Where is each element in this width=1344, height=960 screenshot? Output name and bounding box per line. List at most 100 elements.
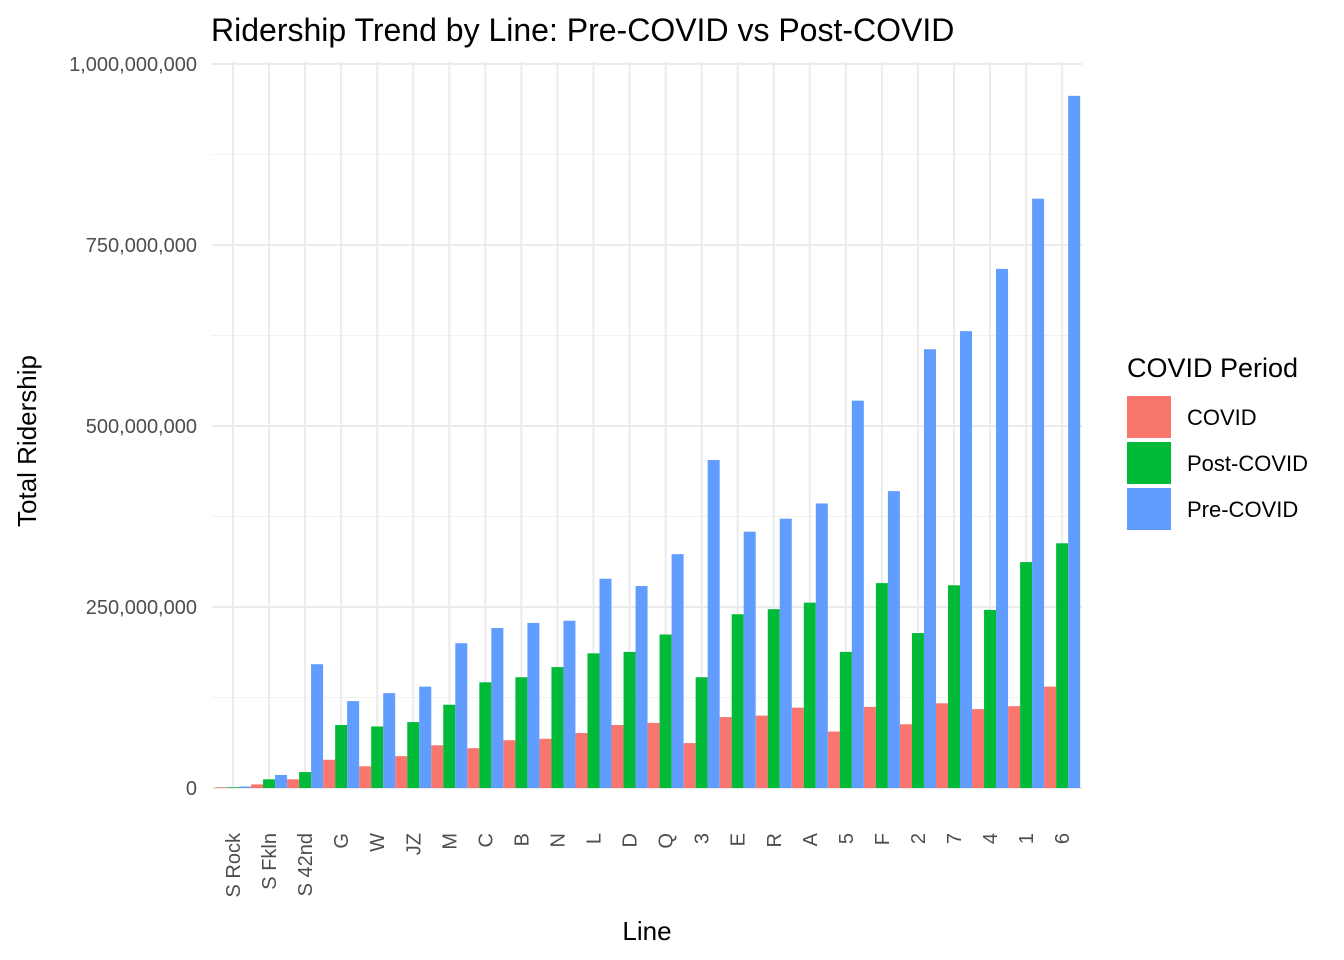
legend-label: COVID	[1187, 405, 1257, 430]
legend-key	[1127, 442, 1171, 484]
bar	[239, 786, 251, 788]
x-tick-label: L	[584, 833, 606, 844]
x-tick-label: C	[475, 833, 497, 847]
x-tick-label: 4	[980, 833, 1002, 844]
bar	[863, 706, 876, 788]
bar	[479, 682, 492, 788]
bar	[767, 609, 780, 788]
bar	[875, 583, 888, 788]
x-tick-label: 7	[944, 833, 966, 844]
bar	[1032, 198, 1045, 788]
bar	[371, 726, 384, 788]
bar	[996, 268, 1009, 789]
bar	[215, 787, 227, 788]
x-tick-label: E	[728, 833, 750, 846]
legend-label: Post-COVID	[1187, 451, 1308, 476]
bar	[984, 609, 997, 788]
x-tick-label: S Fkln	[259, 833, 281, 890]
bar	[527, 622, 540, 788]
x-tick-label: D	[620, 833, 642, 847]
bar	[383, 693, 396, 788]
bar	[899, 724, 912, 788]
bar	[683, 743, 696, 788]
x-tick-label: W	[367, 833, 389, 852]
legend-title: COVID Period	[1127, 353, 1298, 383]
x-tick-label: B	[511, 833, 533, 846]
y-tick-label: 0	[186, 778, 197, 800]
x-axis-label: Line	[622, 916, 671, 946]
bar	[359, 766, 372, 788]
bar	[1044, 686, 1057, 788]
bar	[587, 653, 600, 788]
bar	[443, 704, 456, 788]
bar	[815, 503, 828, 788]
legend: COVID Period COVID Post-COVID Pre-COVID	[1127, 353, 1308, 530]
x-tick-label: F	[872, 833, 894, 845]
bar	[311, 664, 324, 788]
bar	[335, 725, 348, 788]
bar	[1008, 706, 1021, 788]
bar	[647, 722, 660, 788]
bar	[948, 585, 960, 788]
bar	[539, 738, 552, 788]
bar	[960, 331, 972, 788]
x-tick-label: 6	[1052, 833, 1074, 844]
legend-label: Pre-COVID	[1187, 497, 1298, 522]
bar	[491, 627, 504, 788]
bar	[431, 745, 444, 788]
x-tick-label: N	[547, 833, 569, 847]
bar	[923, 349, 936, 788]
x-tick-label: Q	[656, 833, 678, 849]
bar	[839, 651, 852, 788]
bar	[755, 715, 768, 788]
legend-key	[1127, 396, 1171, 438]
bar	[719, 717, 732, 788]
bar	[407, 722, 420, 788]
bar	[659, 634, 672, 788]
x-tick-label: G	[331, 833, 353, 849]
bar	[911, 633, 924, 788]
bar	[1020, 562, 1033, 788]
bar	[611, 725, 624, 788]
chart-title: Ridership Trend by Line: Pre-COVID vs Po…	[211, 12, 954, 48]
bar	[251, 784, 264, 788]
bar	[563, 620, 576, 788]
x-axis-ticks: S Rock S Fkln S 42nd G W JZ M C B N L D Q 3 E R A 5 F 2 7 4 1 6	[223, 832, 1074, 897]
bar	[827, 731, 840, 788]
x-tick-label: M	[439, 833, 461, 850]
bar	[635, 586, 648, 788]
bar	[551, 667, 564, 788]
bar	[1068, 95, 1081, 788]
x-tick-label: 5	[836, 833, 858, 844]
bar	[707, 460, 720, 788]
bar	[851, 400, 864, 788]
bar	[1056, 543, 1069, 788]
bar	[287, 779, 300, 788]
x-tick-label: 1	[1016, 833, 1038, 844]
bars	[215, 95, 1081, 789]
bar	[503, 740, 516, 788]
bar	[599, 578, 612, 788]
bar	[347, 701, 360, 788]
bar	[936, 703, 948, 788]
bar	[695, 677, 708, 788]
x-tick-label: S 42nd	[295, 833, 317, 896]
bar	[803, 602, 816, 788]
x-tick-label: R	[764, 833, 786, 847]
x-tick-label: A	[800, 832, 822, 846]
bar	[263, 779, 276, 788]
bar	[227, 787, 239, 788]
bar	[887, 491, 900, 788]
bar	[395, 756, 408, 788]
y-axis-ticks: 0 250,000,000 500,000,000 750,000,000 1,000,…	[69, 54, 197, 800]
bar	[419, 686, 432, 788]
bar	[275, 774, 288, 788]
y-tick-label: 500,000,000	[86, 416, 197, 438]
x-tick-label: S Rock	[223, 832, 245, 897]
bar	[623, 651, 636, 788]
bar	[299, 772, 312, 788]
bar	[671, 554, 684, 788]
bar	[972, 709, 985, 788]
x-tick-label: 3	[692, 833, 714, 844]
bar	[731, 614, 744, 788]
